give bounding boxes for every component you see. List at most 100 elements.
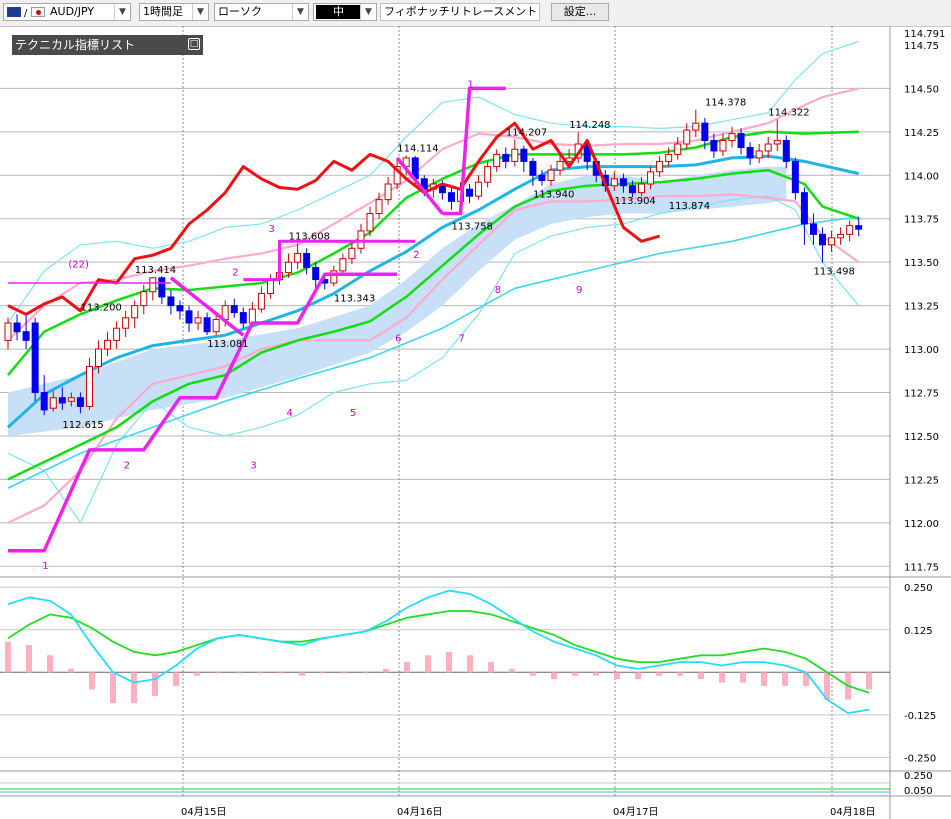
- symbol-select[interactable]: / AUD/JPY ▼: [3, 3, 131, 21]
- price-tick-label: 113.75: [904, 215, 939, 226]
- histogram-bar: [572, 672, 578, 676]
- bottom-tick-label: 0.250: [904, 771, 933, 782]
- chart-style-select[interactable]: ローソク ▼: [214, 3, 309, 21]
- symbol-label: AUD/JPY: [50, 5, 95, 18]
- fib-diagonal: [395, 156, 444, 215]
- price-tick-label: 114.50: [904, 84, 939, 95]
- candle-body: [737, 133, 745, 148]
- candle-body: [13, 322, 21, 333]
- candle-body: [257, 292, 265, 310]
- price-tick-label: 113.00: [904, 345, 939, 356]
- histogram-bar: [530, 672, 536, 676]
- histogram-bar: [593, 672, 599, 676]
- oscillator-tick-label: -0.125: [904, 711, 936, 722]
- candle-body: [846, 225, 854, 235]
- candle-body: [701, 122, 709, 142]
- candle-body: [212, 319, 220, 333]
- candle-body: [348, 247, 356, 260]
- histogram-bar: [866, 672, 872, 690]
- price-annotation: 113.758: [452, 221, 493, 232]
- indicator-list-button[interactable]: テクニカル指標リスト □: [12, 35, 203, 55]
- price-tick-label: 114.25: [904, 128, 939, 139]
- candle-body: [22, 331, 30, 341]
- indicator-list-label: テクニカル指標リスト: [15, 38, 136, 52]
- candle-body: [502, 153, 510, 162]
- chart-style-label: ローソク: [218, 5, 262, 18]
- price-tick-label: 114.75: [904, 41, 939, 52]
- chevron-down-icon[interactable]: ▼: [360, 4, 376, 20]
- price-annotation: 113.343: [334, 293, 375, 304]
- price-annotation: 114.207: [506, 127, 547, 138]
- histogram-bar: [68, 668, 74, 673]
- candle-body: [167, 296, 175, 307]
- histogram-bar: [257, 672, 263, 674]
- histogram-bar: [299, 672, 305, 676]
- wave-label: 4: [287, 408, 293, 419]
- timeframe-select[interactable]: 1時間足 ▼: [139, 3, 209, 21]
- candle-body: [104, 339, 112, 350]
- chart-area: 114.791114.75114.50114.25114.00113.75113…: [0, 26, 951, 819]
- candle-body: [239, 312, 247, 324]
- candle-body: [782, 140, 790, 162]
- histogram-bar: [824, 672, 830, 700]
- candle-body: [95, 348, 102, 367]
- candle-body: [800, 192, 808, 225]
- histogram-bar: [677, 672, 683, 676]
- candle-body: [58, 397, 66, 404]
- candle-body: [710, 140, 718, 152]
- candle-body: [773, 140, 781, 145]
- bollinger-outer-upper: [7, 40, 859, 324]
- green-ma-upper: [7, 130, 859, 376]
- candle-body: [375, 199, 383, 215]
- price-tick-label: 114.791: [904, 29, 945, 40]
- candle-body: [366, 213, 374, 232]
- candle-body: [185, 310, 193, 324]
- price-tick-label: 113.25: [904, 302, 939, 313]
- price-annotation: 113.200: [81, 302, 122, 313]
- candle-body: [158, 277, 166, 298]
- histogram-bar: [551, 672, 557, 680]
- chevron-down-icon[interactable]: ▼: [114, 4, 130, 20]
- candle-body: [665, 153, 673, 162]
- settings-button[interactable]: 設定...: [551, 3, 609, 21]
- line-width-select[interactable]: 中 ▼: [313, 3, 377, 21]
- wave-label: 2: [413, 250, 419, 261]
- macd-line: [7, 589, 870, 715]
- kijun-line: [6, 154, 860, 429]
- chevron-down-icon[interactable]: ▼: [192, 4, 208, 20]
- collapse-toggle-icon[interactable]: □: [188, 38, 200, 50]
- wave-label: 6: [395, 333, 401, 344]
- histogram-bar: [425, 655, 431, 673]
- drawing-tool-field[interactable]: フィボナッチリトレースメント: [380, 3, 540, 21]
- histogram-bar: [194, 672, 200, 676]
- date-label: 04月16日: [397, 806, 442, 818]
- histogram-bar: [362, 672, 368, 674]
- candle-body: [484, 166, 492, 183]
- histogram-bar: [698, 672, 704, 680]
- histogram-bar: [5, 641, 11, 673]
- candle-body: [149, 277, 157, 293]
- histogram-bar: [26, 645, 32, 673]
- candle-body: [303, 252, 311, 268]
- japan-flag-icon: [31, 7, 45, 17]
- price-annotation: 112.615: [62, 420, 103, 431]
- chevron-down-icon[interactable]: ▼: [292, 4, 308, 20]
- candle-body: [113, 327, 121, 341]
- histogram-bar: [236, 672, 242, 674]
- histogram-bar: [740, 672, 746, 683]
- wave-label: 2: [124, 460, 130, 471]
- wave-label: 7: [459, 333, 465, 344]
- candle-body: [638, 183, 645, 194]
- candle-body: [538, 174, 546, 182]
- candle-body: [285, 261, 293, 274]
- candle-body: [131, 305, 139, 319]
- candle-body: [140, 291, 148, 307]
- candle-body: [647, 171, 655, 185]
- oscillator-tick-label: 0.250: [904, 583, 933, 594]
- candle-body: [203, 317, 211, 333]
- candle-body: [719, 140, 727, 152]
- histogram-bar: [341, 672, 347, 674]
- histogram-bar: [215, 672, 221, 674]
- histogram-bar: [635, 672, 641, 680]
- long-moving-average: [7, 216, 859, 489]
